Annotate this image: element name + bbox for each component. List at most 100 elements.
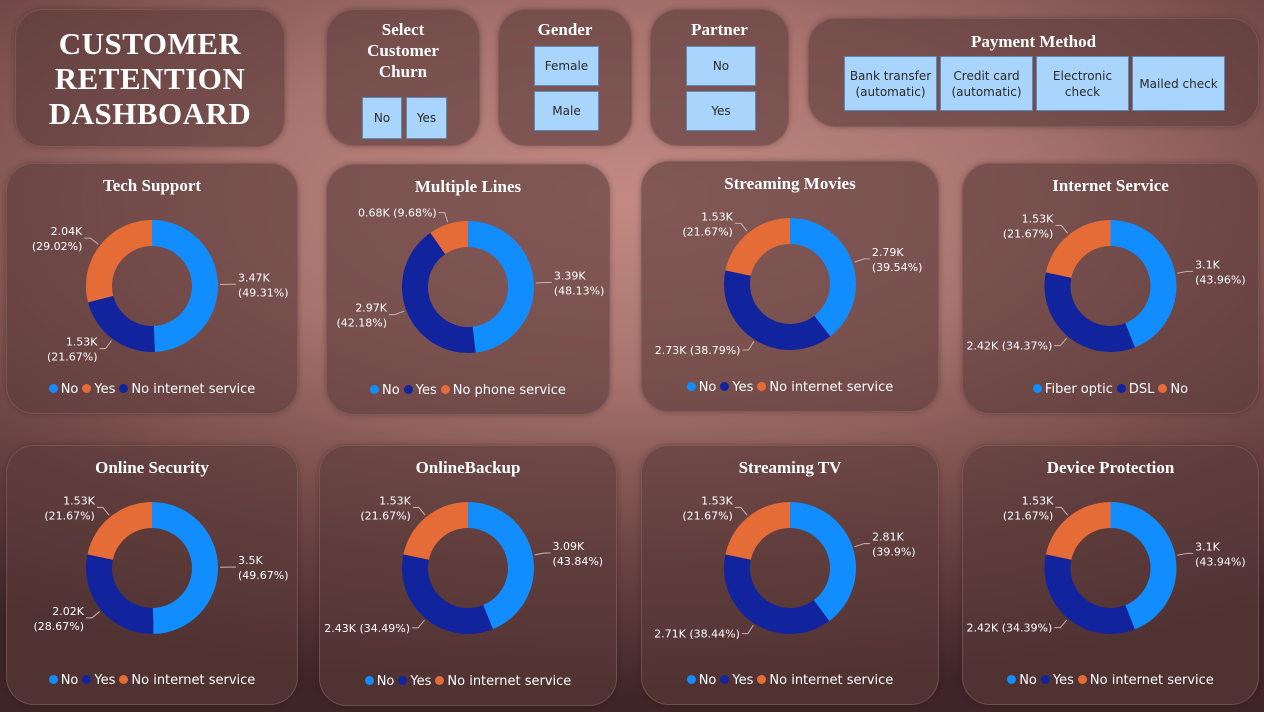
legend-marker [1116, 384, 1126, 393]
slice-no-internet-service[interactable] [403, 502, 468, 560]
leader-line [1054, 337, 1068, 347]
leader-line [1055, 224, 1069, 234]
slice-no[interactable] [790, 218, 856, 337]
legend-item-yes[interactable]: Yes [82, 673, 115, 688]
data-label-pct: (21.67%) [682, 225, 733, 238]
legend-item-no[interactable]: No [686, 380, 716, 395]
slice-yes[interactable] [1044, 554, 1135, 634]
slice-no-phone-service[interactable] [430, 221, 468, 255]
legend-item-no-internet-service[interactable]: No internet service [119, 382, 255, 397]
legend-marker [720, 675, 730, 684]
data-label: 2.04K [51, 225, 83, 238]
legend-item-no-internet-service[interactable]: No internet service [1077, 673, 1214, 688]
slice-no[interactable] [1045, 220, 1111, 278]
legend-item-no-internet-service[interactable]: No internet service [757, 380, 893, 395]
slice-yes[interactable] [724, 554, 830, 634]
slice-no[interactable] [152, 220, 218, 352]
legend-label: No internet service [769, 380, 894, 395]
gender-slicer-title: Gender [537, 20, 593, 39]
slice-dsl[interactable] [1044, 272, 1135, 352]
leader-line [854, 258, 870, 263]
data-label: 2.71K (38.44%) [654, 628, 740, 641]
data-label: 2.43K (34.49%) [324, 622, 410, 635]
data-label: 1.53K [701, 210, 733, 223]
slice-yes[interactable] [402, 232, 476, 353]
donut-chart: 2.81K (39.9%) 2.71K (38.44%) 1.53K (21.67%) [654, 494, 915, 641]
churn-no-button[interactable]: No [362, 97, 402, 139]
legend-marker [1040, 675, 1050, 684]
payment-bank-transfer-button[interactable]: Bank transfer (automatic) [844, 56, 937, 111]
legend-item-yes[interactable]: Yes [1040, 673, 1074, 688]
legend-label: Yes [415, 383, 437, 398]
legend-marker [757, 675, 767, 684]
legend-item-yes[interactable]: Yes [720, 380, 753, 395]
data-label-pct: (21.67%) [682, 509, 733, 522]
slice-yes[interactable] [402, 554, 493, 634]
legend-label: No internet service [447, 674, 572, 689]
chart-title: Streaming Movies [724, 174, 856, 193]
slice-no[interactable] [1110, 502, 1177, 630]
legend-item-no[interactable]: No [1007, 673, 1037, 688]
streaming-tv-chart: Streaming TV 2.81K (39.9%) 2.71K (38.44%) 1… [641, 445, 939, 705]
slice-yes[interactable] [724, 270, 831, 350]
slice-no-internet-service[interactable] [725, 218, 790, 276]
partner-yes-button[interactable]: Yes [686, 91, 756, 131]
leader-line [1177, 270, 1194, 274]
payment-mailed-check-button[interactable]: Mailed check [1132, 56, 1225, 111]
legend-item-yes[interactable]: Yes [398, 674, 431, 689]
legend-marker [1077, 675, 1087, 684]
slice-yes[interactable] [85, 220, 152, 303]
slice-yes[interactable] [86, 554, 154, 634]
legend-item-dsl[interactable]: DSL [1116, 382, 1154, 397]
legend-item-yes[interactable]: Yes [720, 673, 753, 688]
donut-chart: 3.5K (49.67%) 2.02K (28.67%) 1.53K (21.67%) [33, 494, 289, 634]
legend-label: No internet service [131, 382, 256, 397]
legend-item-fiber-optic[interactable]: Fiber optic [1032, 382, 1113, 397]
legend-item-no-internet-service[interactable]: No internet service [119, 673, 255, 688]
chart-title: Online Security [95, 458, 209, 477]
legend-item-yes[interactable]: Yes [403, 383, 437, 398]
slice-no-internet-service[interactable] [87, 502, 152, 560]
payment-credit-card-button[interactable]: Credit card (automatic) [940, 56, 1033, 111]
legend-item-no[interactable]: No [48, 673, 78, 688]
partner-no-button[interactable]: No [686, 46, 756, 86]
chart-title: Streaming TV [738, 458, 842, 477]
legend-item-no-internet-service[interactable]: No internet service [435, 674, 571, 689]
slice-no[interactable] [468, 221, 534, 353]
gender-female-button[interactable]: Female [534, 46, 599, 86]
chart-title: Device Protection [1046, 458, 1175, 477]
dashboard-title: CUSTOMER RETENTION DASHBOARD [48, 25, 252, 131]
data-label-pct: (43.94%) [1195, 555, 1246, 568]
legend-item-no[interactable]: No [370, 383, 400, 398]
legend-item-no[interactable]: No [686, 673, 716, 688]
legend-item-yes[interactable]: Yes [82, 382, 115, 397]
chart-title: Multiple Lines [414, 177, 522, 196]
legend-marker [1032, 384, 1042, 393]
data-label: 0.68K (9.68%) [358, 207, 437, 220]
slice-fiber-optic[interactable] [1110, 220, 1177, 348]
slice-no-internet-service[interactable] [725, 502, 790, 560]
slice-no[interactable] [152, 502, 218, 634]
legend-label: Yes [732, 380, 754, 395]
gender-male-button[interactable]: Male [534, 91, 599, 131]
legend-item-no-phone-service[interactable]: No phone service [440, 383, 566, 398]
legend-item-no[interactable]: No [1158, 382, 1188, 397]
slice-no-internet-service[interactable] [1045, 502, 1111, 560]
payment-electronic-check-button[interactable]: Electronic check [1036, 56, 1129, 111]
legend-item-no-internet-service[interactable]: No internet service [757, 673, 893, 688]
payment-slicer-title: Payment Method [970, 32, 1097, 51]
slice-no-internet-service[interactable] [88, 295, 155, 352]
tech-support-chart: Tech Support 3.47K (49.31%) 1.53K (21.67%) 2… [6, 163, 298, 414]
slice-no[interactable] [790, 502, 856, 622]
slice-no[interactable] [468, 502, 535, 630]
data-label-pct: (43.96%) [1195, 273, 1246, 286]
payment-slicer: Payment Method Bank transfer (automatic)… [808, 18, 1259, 127]
churn-yes-button[interactable]: Yes [406, 97, 447, 139]
legend-label: No [1170, 382, 1189, 397]
legend-label: Yes [94, 382, 116, 397]
legend-item-no[interactable]: No [364, 674, 394, 689]
chart-legend: Fiber optic DSL No [963, 382, 1258, 397]
chart-legend: No Yes No internet service [642, 673, 938, 688]
legend-item-no[interactable]: No [48, 382, 78, 397]
data-label-pct: (39.54%) [872, 261, 923, 274]
